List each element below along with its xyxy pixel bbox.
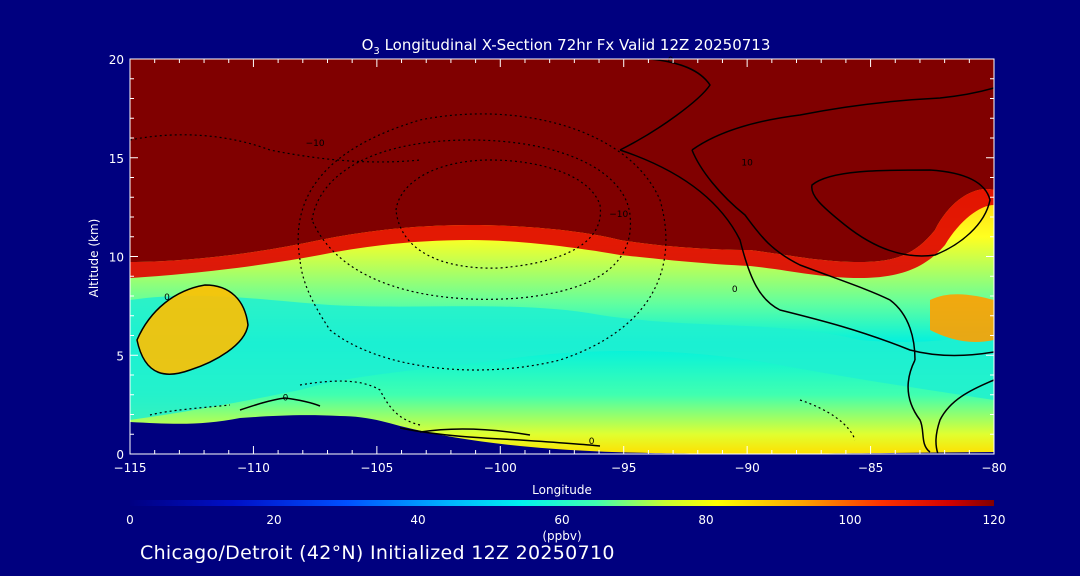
eastern-high-ozone (930, 294, 994, 342)
y-axis-label: Altitude (km) (87, 219, 101, 298)
x-axis-label: Longitude (532, 483, 592, 497)
chart-title: O3 Longitudinal X-Section 72hr Fx Valid … (362, 36, 771, 57)
contour-lines (136, 59, 994, 454)
colorbar (130, 500, 994, 506)
y-tick-label: 15 (109, 152, 124, 166)
x-tick-label: −90 (734, 461, 759, 475)
x-tick-label: −105 (360, 461, 393, 475)
colorbar-tick-label: 20 (266, 513, 281, 527)
x-tick-label: −85 (858, 461, 883, 475)
contour-label: 0 (164, 293, 170, 303)
y-tick-label: 10 (109, 251, 124, 265)
x-tick-label: −115 (114, 461, 147, 475)
contour-label: −10 (306, 139, 325, 149)
x-axis: −115 −110 −105 −100 −95 −90 −85 −80 (114, 59, 1007, 475)
contour-label: −10 (609, 210, 628, 220)
contour-label: 10 (741, 159, 753, 169)
colorbar-tick-label: 100 (839, 513, 862, 527)
y-tick-label: 5 (116, 349, 124, 363)
x-tick-label: −80 (981, 461, 1006, 475)
y-tick-label: 0 (116, 448, 124, 462)
colorbar-tick-label: 40 (410, 513, 425, 527)
colorbar-tick-label: 0 (126, 513, 134, 527)
footer-label: Chicago/Detroit (42°N) Initialized 12Z 2… (140, 542, 615, 564)
x-tick-label: −110 (237, 461, 270, 475)
dotted-contours (130, 113, 856, 441)
contour-label: 0 (668, 56, 674, 66)
colorbar-tick-label: 80 (698, 513, 713, 527)
plot-area (130, 59, 994, 454)
y-tick-label: 20 (109, 53, 124, 67)
contour-label: 0 (732, 285, 738, 295)
x-tick-label: −95 (611, 461, 636, 475)
clean-air-band (130, 295, 994, 420)
terrain-mask (130, 415, 994, 454)
contour-label: 0 (283, 394, 289, 404)
tropopause-transition (130, 189, 994, 278)
y-axis: 0 5 10 15 20 (109, 53, 994, 462)
western-plume (136, 285, 248, 374)
contour-label: 0 (589, 437, 595, 447)
colorbar-ticks: 0 20 40 60 80 100 120 (126, 513, 1005, 527)
colorbar-tick-label: 60 (554, 513, 569, 527)
contour-labels: −10 −10 0 0 0 0 10 0 (164, 56, 753, 447)
x-tick-label: −100 (484, 461, 517, 475)
colorbar-label: (ppbv) (542, 529, 581, 543)
stratosphere-field (130, 59, 994, 262)
colorbar-tick-label: 120 (983, 513, 1006, 527)
